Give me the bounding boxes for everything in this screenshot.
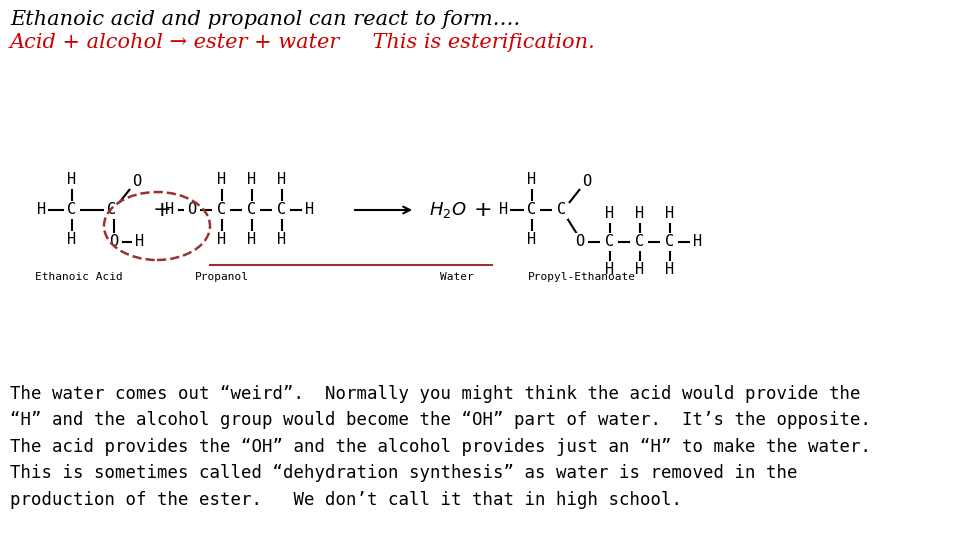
Text: Propanol: Propanol bbox=[195, 272, 249, 282]
Text: H: H bbox=[693, 234, 703, 249]
Text: H: H bbox=[67, 233, 77, 247]
Text: C: C bbox=[108, 202, 116, 218]
Text: H: H bbox=[248, 172, 256, 187]
Text: H: H bbox=[217, 172, 227, 187]
Text: H: H bbox=[527, 233, 537, 247]
Text: C: C bbox=[636, 234, 644, 249]
Text: Propyl-Ethanoate: Propyl-Ethanoate bbox=[528, 272, 636, 282]
Text: H: H bbox=[135, 234, 145, 249]
Text: C: C bbox=[248, 202, 256, 218]
Text: H: H bbox=[665, 262, 675, 278]
Text: O: O bbox=[187, 202, 197, 218]
Text: H: H bbox=[277, 233, 287, 247]
Text: Water: Water bbox=[440, 272, 473, 282]
Text: H: H bbox=[67, 172, 77, 187]
Text: Acid + alcohol → ester + water     This is esterification.: Acid + alcohol → ester + water This is e… bbox=[10, 33, 596, 52]
Text: O: O bbox=[109, 234, 119, 249]
Text: H: H bbox=[37, 202, 47, 218]
Text: H: H bbox=[636, 206, 644, 221]
Text: C: C bbox=[277, 202, 287, 218]
Text: The water comes out “weird”.  Normally you might think the acid would provide th: The water comes out “weird”. Normally yo… bbox=[10, 385, 871, 509]
Text: C: C bbox=[606, 234, 614, 249]
Text: +: + bbox=[473, 200, 492, 220]
Text: C: C bbox=[665, 234, 675, 249]
Text: Ethanoic Acid: Ethanoic Acid bbox=[35, 272, 123, 282]
Text: O: O bbox=[583, 174, 591, 190]
Text: H: H bbox=[277, 172, 287, 187]
Text: C: C bbox=[558, 202, 566, 218]
Text: $H_2O$: $H_2O$ bbox=[429, 200, 467, 220]
Text: +: + bbox=[153, 200, 171, 220]
Text: H: H bbox=[165, 202, 175, 218]
Text: H: H bbox=[217, 233, 227, 247]
Text: O: O bbox=[575, 234, 585, 249]
Text: H: H bbox=[305, 202, 315, 218]
Text: H: H bbox=[606, 262, 614, 278]
Text: H: H bbox=[606, 206, 614, 221]
Text: H: H bbox=[248, 233, 256, 247]
Text: C: C bbox=[217, 202, 227, 218]
Text: H: H bbox=[499, 202, 509, 218]
Text: C: C bbox=[527, 202, 537, 218]
Text: H: H bbox=[665, 206, 675, 221]
Text: C: C bbox=[67, 202, 77, 218]
Text: H: H bbox=[636, 262, 644, 278]
Text: O: O bbox=[132, 174, 141, 190]
Text: H: H bbox=[527, 172, 537, 187]
Text: Ethanoic acid and propanol can react to form….: Ethanoic acid and propanol can react to … bbox=[10, 10, 520, 29]
